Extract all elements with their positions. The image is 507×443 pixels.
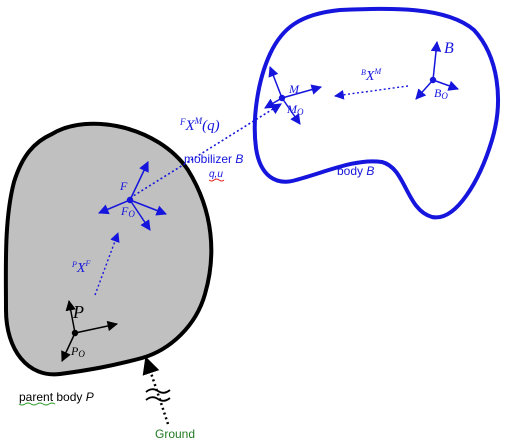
x-f-transform-arrow bbox=[94, 232, 120, 296]
x-m-symbol: X bbox=[365, 69, 375, 84]
body-word: body bbox=[337, 164, 363, 178]
p-origin-subscript: O bbox=[78, 349, 85, 359]
svg-text:BXM: BXM bbox=[361, 67, 382, 84]
svg-text:body B: body B bbox=[337, 164, 374, 178]
f-origin-label: F bbox=[120, 204, 129, 218]
x-f-symbol: X bbox=[76, 261, 86, 276]
m-frame-label: M bbox=[288, 82, 300, 96]
svg-text:Ground: Ground bbox=[155, 427, 195, 441]
body-b-frame-label: B bbox=[444, 40, 454, 57]
mobilizer-qu-squiggle bbox=[208, 178, 225, 182]
ground-connector-line bbox=[142, 356, 170, 425]
svg-text:mobilizer B: mobilizer B bbox=[184, 152, 243, 166]
svg-text:M: M bbox=[288, 82, 300, 96]
svg-text:MO: MO bbox=[286, 102, 304, 117]
svg-text:PXF: PXF bbox=[71, 259, 90, 276]
svg-text:q,u: q,u bbox=[209, 169, 223, 180]
ground-break-symbol bbox=[145, 388, 171, 402]
x-fm-prescript: F bbox=[179, 117, 186, 127]
parent-word: parent bbox=[19, 390, 54, 404]
mobilizer-word: mobilizer bbox=[184, 152, 232, 166]
svg-text:parent body P: parent body P bbox=[19, 390, 94, 404]
ground-label: Ground bbox=[155, 427, 195, 441]
m-origin-subscript: O bbox=[297, 107, 304, 117]
svg-text:PO: PO bbox=[70, 344, 85, 359]
svg-text:P: P bbox=[72, 302, 84, 322]
f-origin-subscript: O bbox=[128, 209, 135, 219]
x-fm-superscript: M bbox=[194, 116, 203, 126]
mobilizer-letter: B bbox=[235, 152, 243, 166]
parent-body-word: body bbox=[56, 390, 82, 404]
f-frame-label: F bbox=[119, 179, 128, 193]
x-m-prescript: B bbox=[361, 68, 366, 77]
svg-text:BO: BO bbox=[434, 86, 448, 101]
m-origin-label: M bbox=[286, 102, 298, 116]
mobilizer-qu: q,u bbox=[209, 169, 223, 180]
x-f-prescript: P bbox=[71, 260, 77, 269]
svg-text:B: B bbox=[444, 40, 454, 57]
b-origin-subscript: O bbox=[441, 91, 448, 101]
p-frame-label: P bbox=[72, 302, 84, 322]
x-fm-symbol: X bbox=[185, 118, 196, 134]
svg-text:FO: FO bbox=[120, 204, 135, 219]
b-origin-label: B bbox=[434, 86, 442, 100]
frame-m-origin bbox=[264, 66, 323, 125]
p-origin-label: P bbox=[70, 344, 79, 358]
frame-b-origin bbox=[415, 40, 459, 100]
parent-underline-squiggle bbox=[18, 402, 56, 406]
x-m-transform-arrow bbox=[334, 85, 409, 100]
parent-body-shape bbox=[3, 121, 214, 377]
frame-p-origin bbox=[61, 299, 119, 362]
x-f-superscript: F bbox=[84, 259, 90, 268]
parent-letter: P bbox=[86, 390, 94, 404]
frame-f-origin bbox=[98, 161, 167, 231]
body-b-shape bbox=[252, 6, 500, 220]
body-letter: B bbox=[366, 164, 374, 178]
x-fm-argument: (q) bbox=[202, 118, 220, 134]
svg-text:F: F bbox=[119, 179, 128, 193]
x-m-superscript: M bbox=[373, 67, 382, 76]
svg-text:FXM(q): FXM(q) bbox=[179, 116, 220, 134]
